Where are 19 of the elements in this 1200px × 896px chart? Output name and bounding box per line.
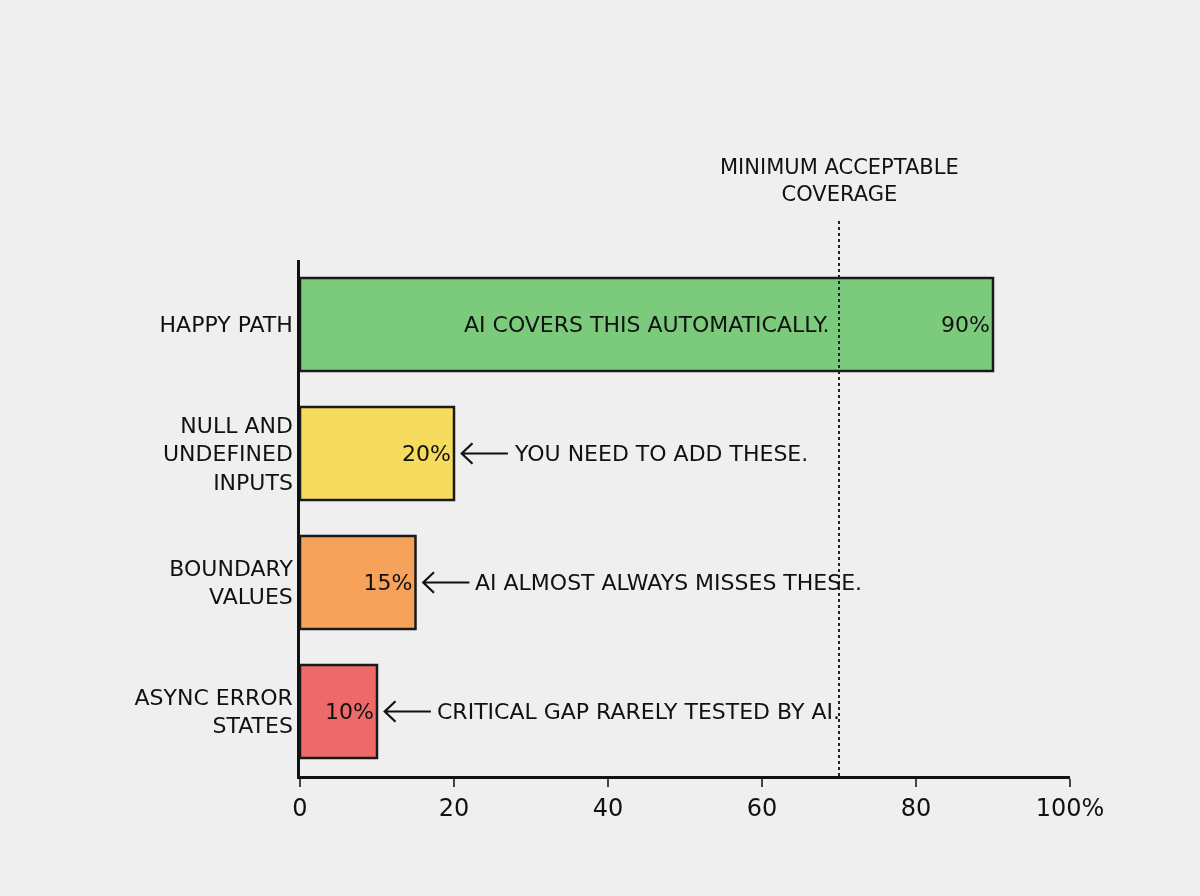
y-tick-label: NULL AND UNDEFINED INPUTS xyxy=(163,412,293,495)
data-label: 90% xyxy=(941,312,990,337)
x-tick-label: 20 xyxy=(438,793,470,822)
data-label: 20% xyxy=(402,441,451,466)
x-tick-label: 40 xyxy=(592,793,624,822)
ref-line-label: MINIMUM ACCEPTABLE COVERAGE xyxy=(720,155,959,207)
x-tick-label: 60 xyxy=(746,793,778,822)
x-tick-label: 0 xyxy=(292,793,308,822)
annotation: AI COVERS THIS AUTOMATICALLY. xyxy=(464,312,830,337)
x-tick-label: 80 xyxy=(900,793,932,822)
annotation: YOU NEED TO ADD THESE. xyxy=(514,441,809,466)
data-label: 10% xyxy=(325,699,374,724)
y-tick-label: ASYNC ERROR STATES xyxy=(134,684,293,739)
data-label: 15% xyxy=(363,570,413,595)
y-tick-label: HAPPY PATH xyxy=(159,312,293,338)
annotation: CRITICAL GAP RARELY TESTED BY AI. xyxy=(437,699,840,724)
x-tick-label: 100% xyxy=(1035,793,1105,822)
annotation: AI ALMOST ALWAYS MISSES THESE. xyxy=(475,570,863,595)
y-tick-label: BOUNDARY VALUES xyxy=(169,555,294,610)
